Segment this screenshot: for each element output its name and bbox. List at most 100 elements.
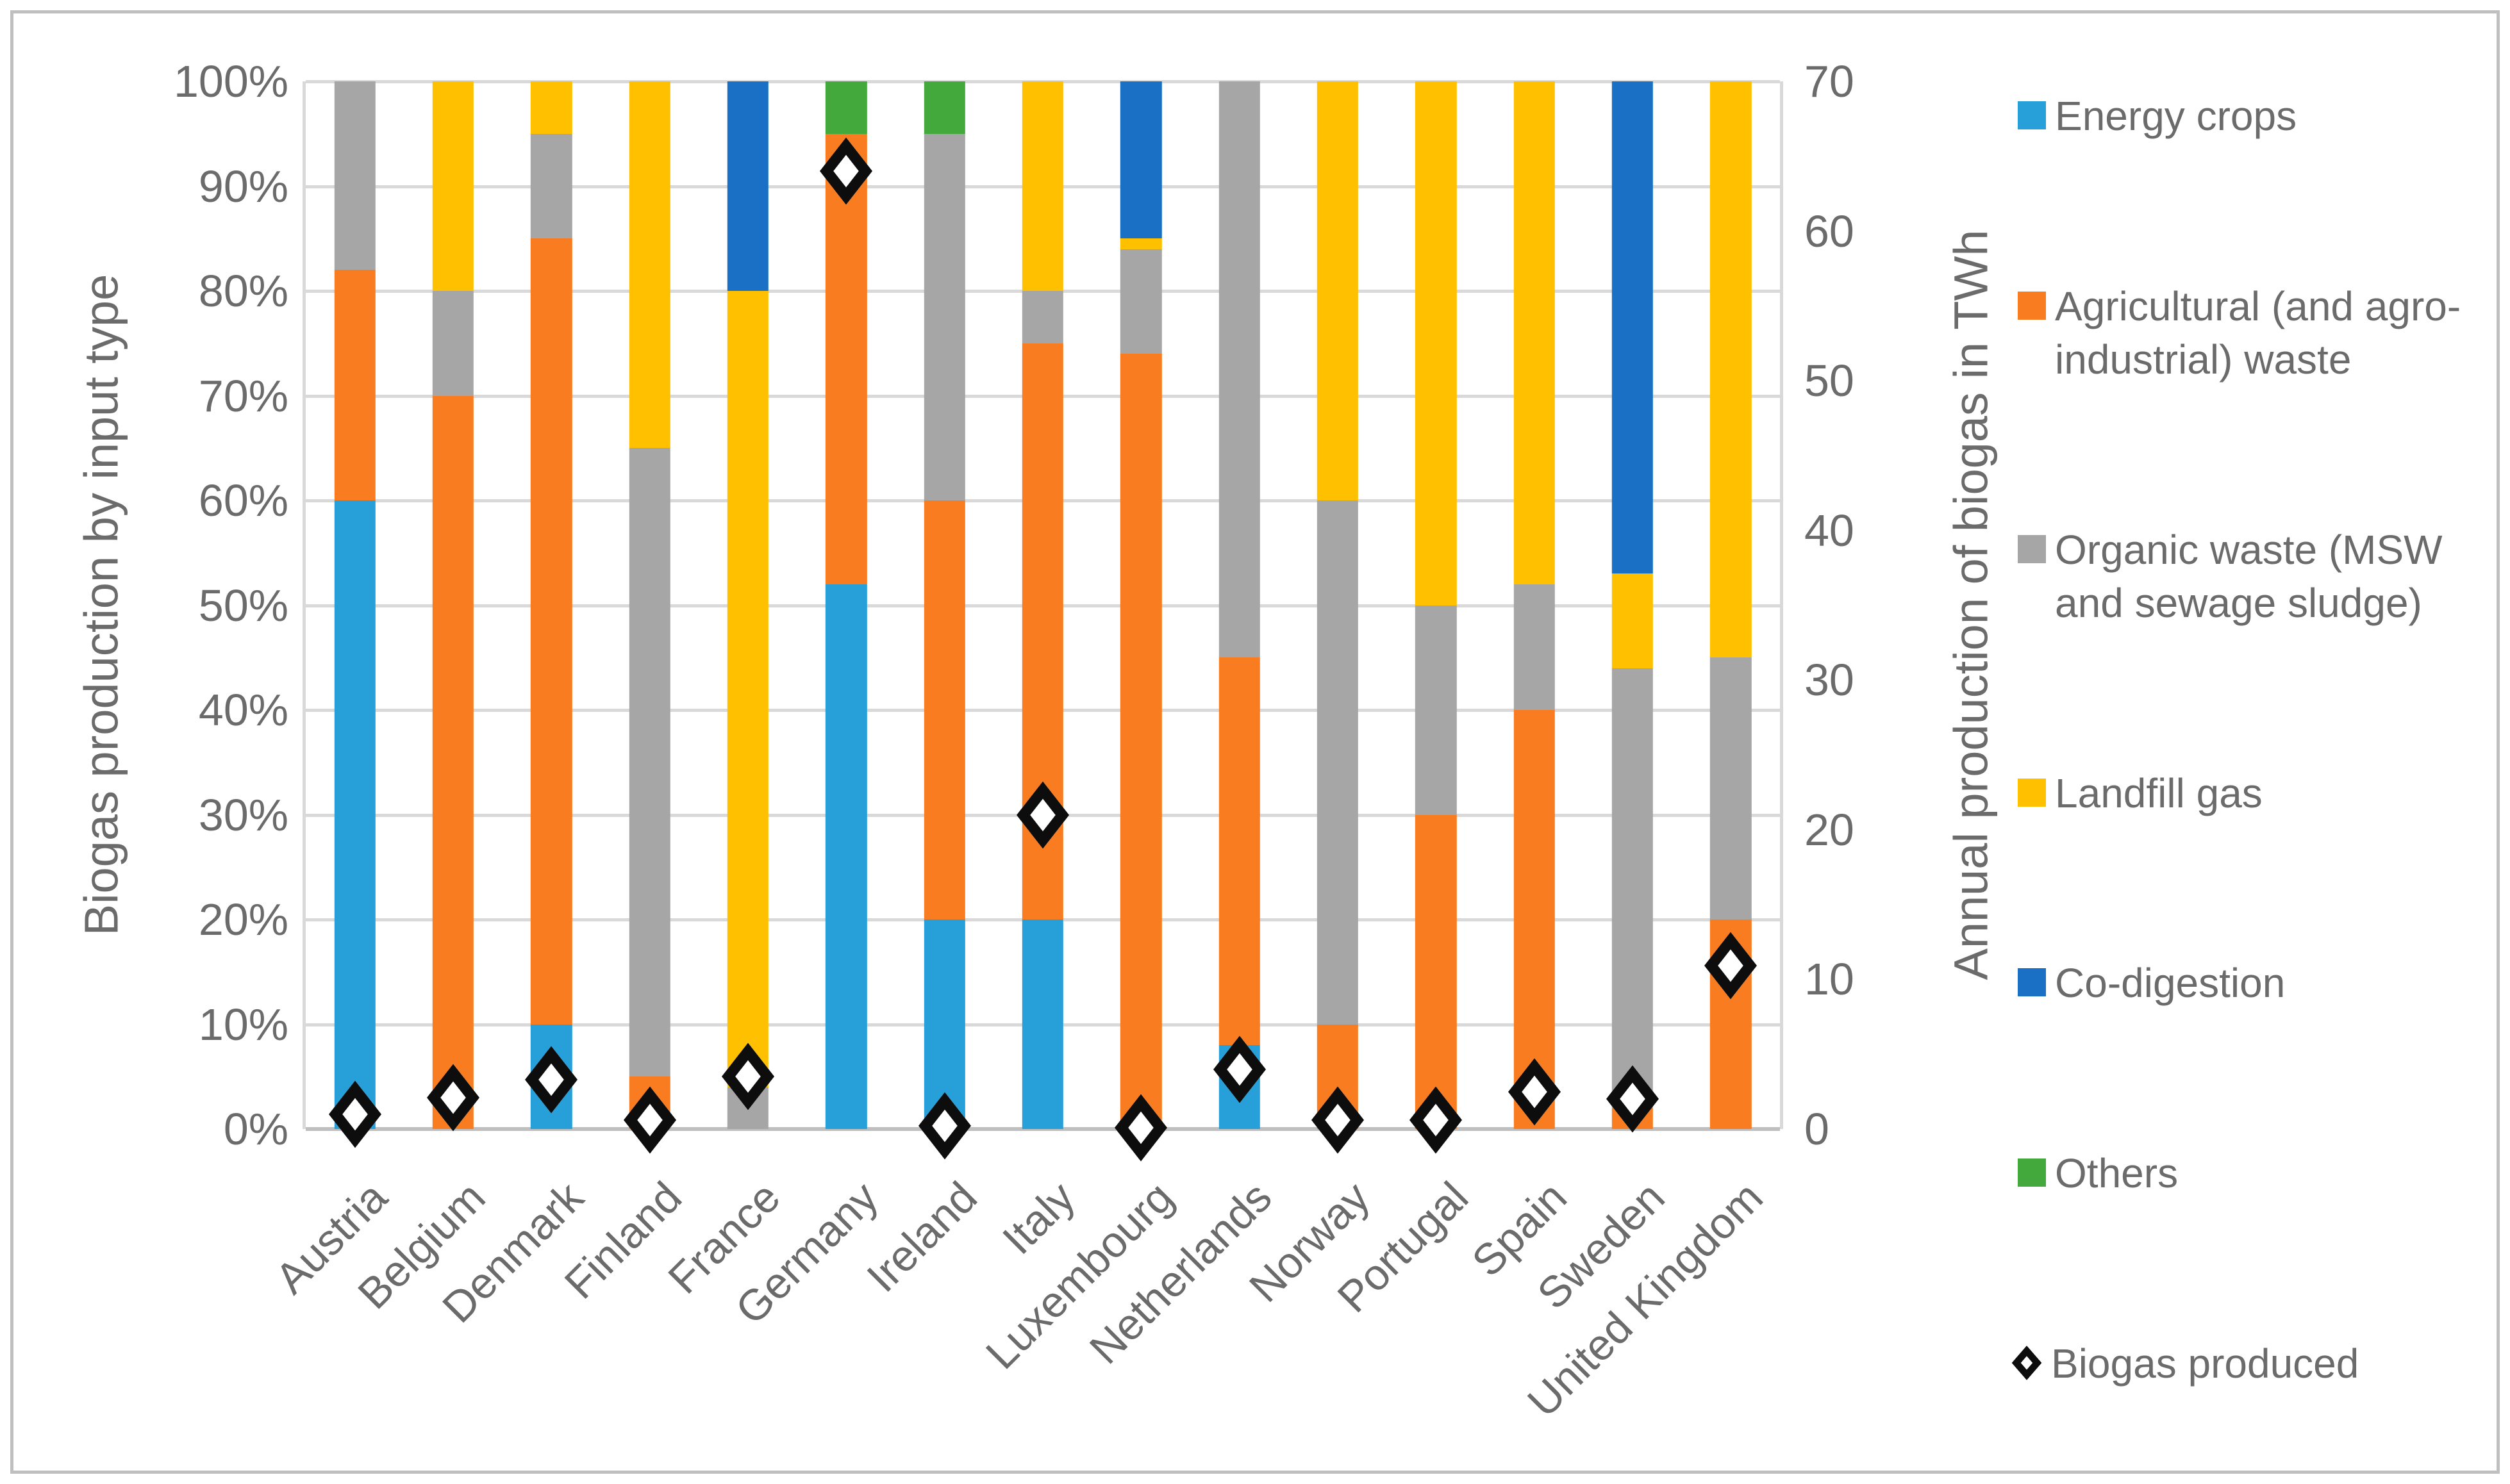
- legend-swatch-icon: [2018, 291, 2046, 320]
- bar-segment: [334, 270, 376, 500]
- gridline-0pct: [306, 1127, 1780, 1131]
- legend-label: Agricultural (and agro-industrial) waste: [2055, 283, 2461, 383]
- bar-segment: [1022, 291, 1064, 343]
- bar-denmark: [531, 81, 572, 1129]
- legend-label: Co-digestion: [2055, 960, 2286, 1007]
- legend-label: Energy crops: [2055, 93, 2297, 139]
- legend-item-agricultural-and-agro-industrial-waste: Agricultural (and agro-industrial) waste: [2018, 280, 2500, 386]
- bar-segment: [1120, 354, 1162, 1129]
- legend: Energy crops Agricultural (and agro-indus…: [2011, 90, 2500, 1390]
- bar-segment: [727, 291, 769, 1087]
- left-axis-tick: 10%: [198, 999, 288, 1050]
- bar-segment: [531, 133, 572, 239]
- bar-segment: [1415, 814, 1457, 1129]
- bar-segment: [1120, 238, 1162, 249]
- legend-swatch-icon: [2018, 778, 2046, 807]
- legend-item-co-digestion: Co-digestion: [2018, 957, 2500, 1010]
- legend-item-organic-waste-msw-and-sewage-sludge-: Organic waste (MSW and sewage sludge): [2018, 524, 2500, 630]
- legend-swatch-icon: [2018, 968, 2046, 997]
- right-axis-tick: 70: [1804, 56, 1854, 106]
- right-axis-tick: 50: [1804, 356, 1854, 406]
- left-axis-tick: 50%: [198, 580, 288, 631]
- bar-segment: [1415, 81, 1457, 606]
- left-axis-tick: 80%: [198, 266, 288, 316]
- bar-germany: [826, 81, 867, 1129]
- bar-segment: [826, 584, 867, 1129]
- bar-segment: [1611, 81, 1654, 574]
- legend-label: Organic waste (MSW and sewage sludge): [2055, 526, 2443, 626]
- legend-label: Biogas produced: [2051, 1340, 2359, 1387]
- bar-segment: [826, 81, 867, 134]
- bar-luxembourg: [1120, 81, 1162, 1129]
- bar-segment: [1611, 668, 1654, 1109]
- bar-norway: [1317, 81, 1359, 1129]
- bar-segment: [1218, 657, 1260, 1046]
- bar-spain: [1513, 81, 1555, 1129]
- bar-segment: [1611, 573, 1654, 668]
- bar-segment: [1022, 919, 1064, 1129]
- bar-segment: [924, 133, 965, 500]
- bar-ireland: [924, 81, 965, 1129]
- bar-segment: [531, 238, 572, 1025]
- right-axis-tick: 20: [1804, 804, 1854, 855]
- right-axis-tick: 30: [1804, 655, 1854, 705]
- bar-sweden: [1611, 81, 1654, 1129]
- bar-segment: [1710, 81, 1752, 658]
- left-axis-tick: 20%: [198, 895, 288, 944]
- legend-swatch-icon: [2018, 1158, 2046, 1187]
- bar-finland: [629, 81, 670, 1129]
- right-axis-tick: 40: [1804, 505, 1854, 556]
- bar-segment: [1120, 249, 1162, 354]
- right-axis-tick: 60: [1804, 206, 1854, 256]
- bar-segment: [531, 81, 572, 134]
- legend-item-others: Others: [2018, 1147, 2500, 1200]
- bar-segment: [432, 395, 474, 1129]
- left-axis-ticks: 0% 10% 20% 30% 40% 50% 60% 70% 80% 90% 100%: [96, 59, 288, 1151]
- legend-item-energy-crops: Energy crops: [2018, 90, 2500, 143]
- left-axis-tick: 70%: [198, 370, 288, 421]
- bar-segment: [727, 81, 769, 291]
- bar-segment: [334, 81, 376, 270]
- bar-segment: [629, 81, 670, 449]
- bar-segment: [1710, 657, 1752, 919]
- bar-segment: [924, 500, 965, 919]
- bar-segment: [1022, 81, 1064, 291]
- left-axis-tick: 30%: [198, 789, 288, 840]
- right-axis-tick: 10: [1804, 954, 1854, 1005]
- legend-label: Landfill gas: [2055, 770, 2263, 816]
- x-axis-label-text: Italy: [993, 1173, 1085, 1264]
- x-axis-label-text: Ireland: [857, 1173, 986, 1301]
- left-axis-tick: 0%: [223, 1104, 288, 1154]
- bar-segment: [432, 291, 474, 396]
- right-axis-tick: 0: [1804, 1104, 1829, 1154]
- bar-segment: [629, 448, 670, 1077]
- bar-italy: [1022, 81, 1064, 1129]
- bar-portugal: [1415, 81, 1457, 1129]
- right-axis-line: [1780, 81, 1783, 1129]
- diamond-icon-shape: [2011, 1345, 2042, 1380]
- left-axis-tick: 40%: [198, 685, 288, 735]
- bar-segment: [1218, 81, 1260, 658]
- right-axis-ticks: 0 10 20 30 40 50 60 70: [1804, 59, 1945, 1151]
- left-axis-tick: 60%: [198, 475, 288, 525]
- legend-swatch-icon: [2018, 101, 2046, 129]
- bar-segment: [1120, 81, 1162, 239]
- bar-segment: [826, 133, 867, 584]
- bar-segment: [1415, 605, 1457, 815]
- bar-segment: [1513, 584, 1555, 710]
- bar-france: [727, 81, 769, 1129]
- plot-area: [303, 80, 1783, 1162]
- left-axis-tick: 100%: [173, 56, 288, 106]
- legend-item-landfill-gas: Landfill gas: [2018, 767, 2500, 820]
- bar-segment: [1317, 81, 1359, 500]
- bar-netherlands: [1218, 81, 1260, 1129]
- legend-label: Others: [2055, 1150, 2179, 1197]
- bar-segment: [1317, 500, 1359, 1025]
- bar-segment: [1513, 81, 1555, 584]
- bar-segment: [334, 500, 376, 1129]
- left-axis-tick: 90%: [198, 161, 288, 211]
- bar-austria: [334, 81, 376, 1129]
- bar-segment: [432, 81, 474, 291]
- left-axis-line: [303, 81, 306, 1129]
